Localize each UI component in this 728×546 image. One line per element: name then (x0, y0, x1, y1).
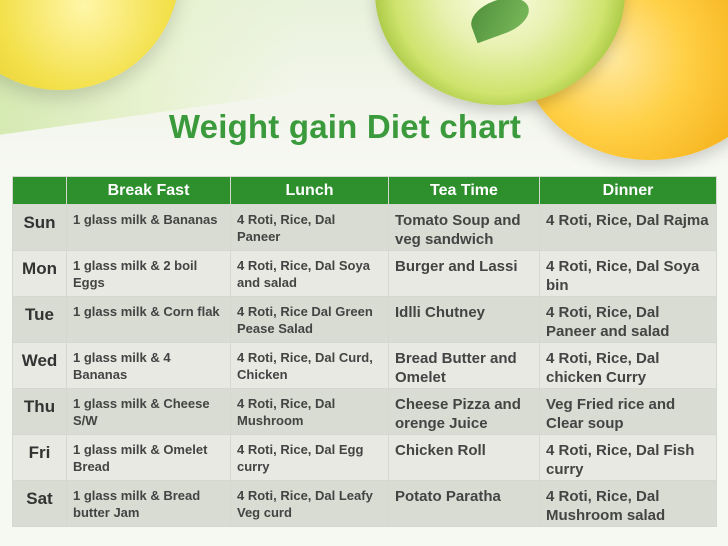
day-cell: Wed (12, 342, 67, 389)
table-row: Tue 1 glass milk & Corn flak 4 Roti, Ric… (12, 296, 717, 343)
table-row: Mon 1 glass milk & 2 boil Eggs 4 Roti, R… (12, 250, 717, 297)
header-breakfast: Break Fast (66, 176, 231, 205)
lunch-cell: 4 Roti, Rice, Dal Egg curry (230, 434, 389, 481)
header-tea-time: Tea Time (388, 176, 540, 205)
breakfast-cell: 1 glass milk & Bananas (66, 204, 231, 251)
tea-cell: Bread Butter and Omelet (388, 342, 540, 389)
table-header-row: Break Fast Lunch Tea Time Dinner (12, 176, 717, 205)
lunch-cell: 4 Roti, Rice, Dal Paneer (230, 204, 389, 251)
lunch-cell: 4 Roti, Rice, Dal Soya and salad (230, 250, 389, 297)
dinner-cell: 4 Roti, Rice, Dal Rajma (539, 204, 717, 251)
day-cell: Thu (12, 388, 67, 435)
lunch-cell: 4 Roti, Rice, Dal Curd, Chicken (230, 342, 389, 389)
breakfast-cell: 1 glass milk & Bread butter Jam (66, 480, 231, 527)
header-dinner: Dinner (539, 176, 717, 205)
dinner-cell: 4 Roti, Rice, Dal Soya bin (539, 250, 717, 297)
table-row: Sun 1 glass milk & Bananas 4 Roti, Rice,… (12, 204, 717, 251)
table-row: Wed 1 glass milk & 4 Bananas 4 Roti, Ric… (12, 342, 717, 389)
day-cell: Mon (12, 250, 67, 297)
breakfast-cell: 1 glass milk & Corn flak (66, 296, 231, 343)
page-title: Weight gain Diet chart (168, 108, 522, 145)
tea-cell: Idlli Chutney (388, 296, 540, 343)
lunch-cell: 4 Roti, Rice, Dal Mushroom (230, 388, 389, 435)
day-cell: Sun (12, 204, 67, 251)
header-fruit-image (0, 0, 728, 175)
tea-cell: Burger and Lassi (388, 250, 540, 297)
lunch-cell: 4 Roti, Rice, Dal Leafy Veg curd (230, 480, 389, 527)
breakfast-cell: 1 glass milk & 2 boil Eggs (66, 250, 231, 297)
dinner-cell: 4 Roti, Rice, Dal chicken Curry (539, 342, 717, 389)
dinner-cell: 4 Roti, Rice, Dal Fish curry (539, 434, 717, 481)
dinner-cell: 4 Roti, Rice, Dal Paneer and salad (539, 296, 717, 343)
tea-cell: Tomato Soup and veg sandwich (388, 204, 540, 251)
lunch-cell: 4 Roti, Rice Dal Green Pease Salad (230, 296, 389, 343)
table-row: Fri 1 glass milk & Omelet Bread 4 Roti, … (12, 434, 717, 481)
diet-table: Break Fast Lunch Tea Time Dinner Sun 1 g… (12, 176, 717, 527)
day-cell: Tue (12, 296, 67, 343)
day-cell: Sat (12, 480, 67, 527)
table-row: Thu 1 glass milk & Cheese S/W 4 Roti, Ri… (12, 388, 717, 435)
breakfast-cell: 1 glass milk & 4 Bananas (66, 342, 231, 389)
breakfast-cell: 1 glass milk & Cheese S/W (66, 388, 231, 435)
day-cell: Fri (12, 434, 67, 481)
dinner-cell: 4 Roti, Rice, Dal Mushroom salad (539, 480, 717, 527)
breakfast-cell: 1 glass milk & Omelet Bread (66, 434, 231, 481)
tea-cell: Cheese Pizza and orenge Juice (388, 388, 540, 435)
table-row: Sat 1 glass milk & Bread butter Jam 4 Ro… (12, 480, 717, 527)
header-lunch: Lunch (230, 176, 389, 205)
dinner-cell: Veg Fried rice and Clear soup (539, 388, 717, 435)
tea-cell: Chicken Roll (388, 434, 540, 481)
header-day (12, 176, 67, 205)
tea-cell: Potato Paratha (388, 480, 540, 527)
